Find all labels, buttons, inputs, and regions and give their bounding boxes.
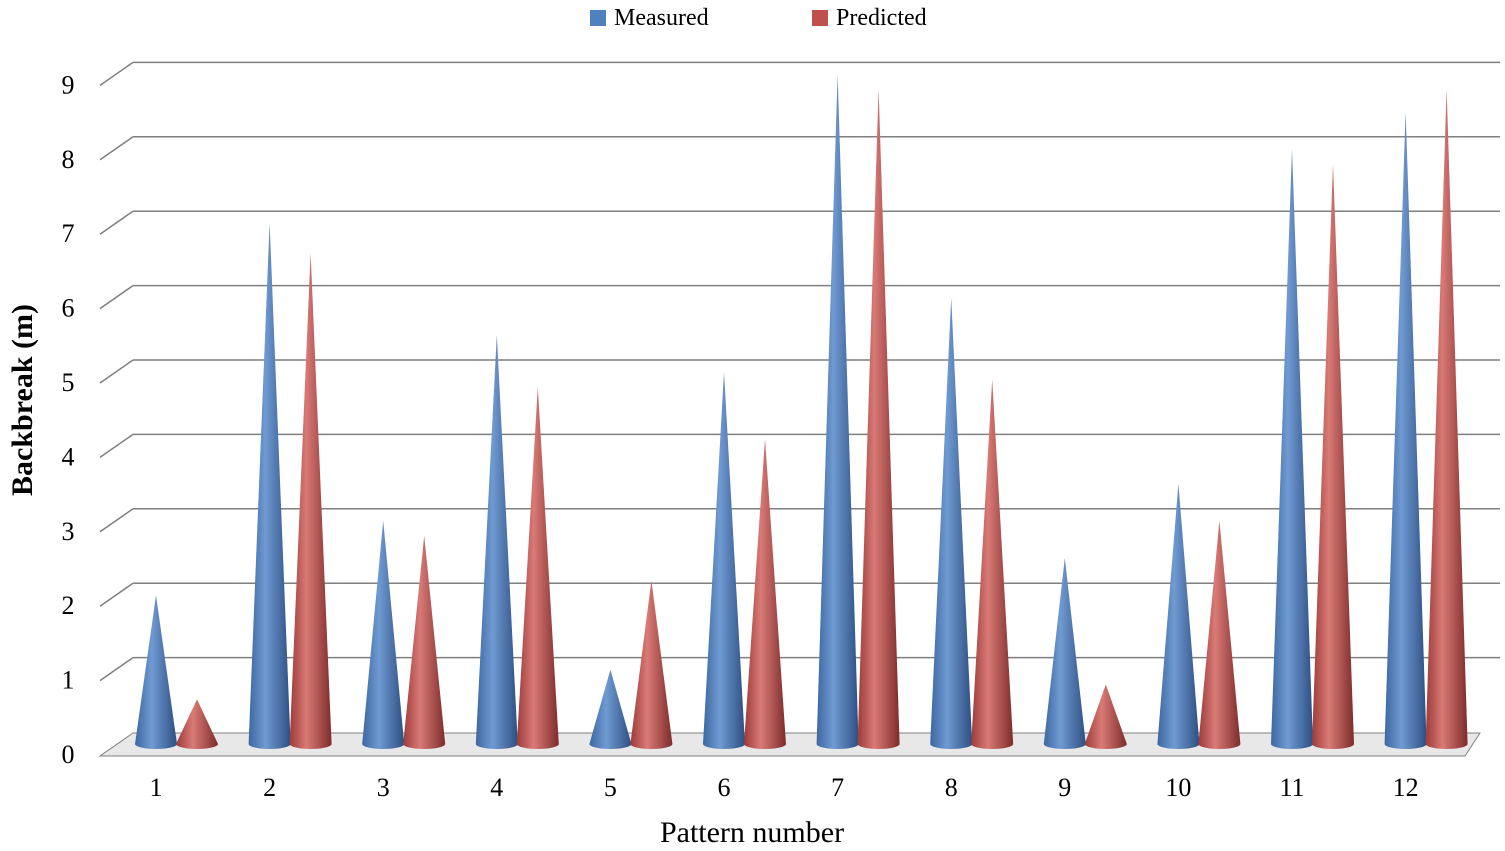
y-tick-label: 4 bbox=[62, 442, 75, 471]
cone-predicted bbox=[1312, 163, 1354, 749]
cone-measured bbox=[1384, 111, 1427, 750]
cone-measured bbox=[475, 334, 518, 749]
x-tick-label: 5 bbox=[604, 773, 617, 802]
cone-measured bbox=[1043, 558, 1086, 749]
legend-label-measured: Measured bbox=[614, 5, 709, 31]
x-axis-title: Pattern number bbox=[660, 816, 844, 849]
cone-predicted bbox=[1198, 520, 1241, 749]
y-tick-label: 7 bbox=[62, 219, 75, 248]
chart-floor bbox=[98, 732, 1481, 757]
legend-label-predicted: Predicted bbox=[836, 5, 927, 31]
cone-predicted bbox=[1084, 684, 1127, 749]
legend-swatch-predicted bbox=[812, 10, 828, 26]
gridlines bbox=[99, 61, 1500, 682]
x-tick-labels: 1 2 3 4 5 6 7 8 9 10 11 12 bbox=[150, 773, 1419, 802]
cone-measured bbox=[362, 520, 405, 749]
gridline-side bbox=[99, 136, 134, 161]
y-tick-label: 2 bbox=[62, 591, 75, 620]
x-tick-label: 2 bbox=[263, 773, 276, 802]
cone-predicted bbox=[176, 699, 218, 749]
x-tick-label: 7 bbox=[831, 773, 844, 802]
y-tick-label: 9 bbox=[62, 70, 75, 99]
gridline-side bbox=[99, 210, 134, 235]
cone-series bbox=[135, 74, 1468, 750]
gridline-side bbox=[99, 656, 134, 682]
legend-swatch-measured bbox=[590, 10, 606, 26]
y-tick-label: 0 bbox=[62, 740, 75, 769]
y-tick-labels: 0 1 2 3 4 5 6 7 8 9 bbox=[62, 70, 75, 769]
legend: Measured Predicted bbox=[590, 5, 927, 31]
cone-predicted bbox=[630, 580, 673, 749]
cone-predicted bbox=[971, 379, 1014, 749]
x-tick-label: 3 bbox=[377, 773, 390, 802]
gridline-side bbox=[99, 582, 134, 607]
x-tick-label: 12 bbox=[1393, 773, 1419, 802]
cone-predicted bbox=[857, 89, 900, 749]
cone-measured bbox=[816, 74, 859, 749]
cone-measured bbox=[1157, 483, 1200, 749]
cone-measured bbox=[930, 297, 973, 749]
y-tick-label: 1 bbox=[62, 666, 75, 695]
y-axis-title: Backbreak (m) bbox=[6, 304, 39, 496]
cone-measured bbox=[703, 372, 745, 749]
gridline-side bbox=[99, 284, 134, 310]
cone-predicted bbox=[744, 438, 786, 749]
gridline-side bbox=[99, 508, 134, 533]
cone-measured bbox=[135, 595, 177, 749]
x-tick-label: 1 bbox=[150, 773, 163, 802]
x-tick-label: 4 bbox=[490, 773, 503, 802]
y-tick-label: 8 bbox=[62, 145, 75, 174]
x-tick-label: 11 bbox=[1279, 773, 1304, 802]
y-tick-label: 3 bbox=[62, 517, 75, 546]
gridline-side bbox=[99, 61, 134, 87]
cone-predicted bbox=[403, 535, 446, 749]
x-tick-label: 8 bbox=[945, 773, 958, 802]
cone-predicted bbox=[1425, 89, 1468, 749]
x-tick-label: 6 bbox=[718, 773, 731, 802]
cone-measured bbox=[1271, 148, 1313, 750]
cone-predicted bbox=[516, 386, 559, 749]
gridline-side bbox=[99, 433, 134, 459]
x-tick-label: 10 bbox=[1165, 773, 1191, 802]
cone-measured bbox=[589, 669, 632, 749]
gridline-side bbox=[99, 359, 134, 384]
y-tick-label: 6 bbox=[62, 294, 75, 323]
cone-measured bbox=[248, 223, 291, 749]
y-tick-label: 5 bbox=[62, 368, 75, 397]
cone-predicted bbox=[289, 252, 332, 749]
x-tick-label: 9 bbox=[1058, 773, 1071, 802]
